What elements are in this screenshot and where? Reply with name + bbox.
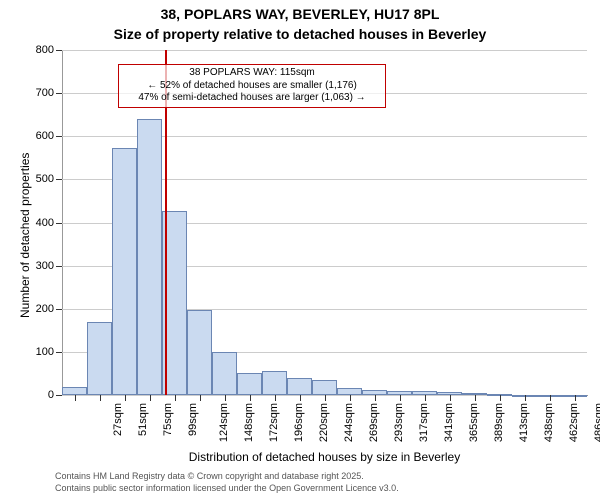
- y-tick-mark: [56, 93, 62, 94]
- y-tick-label: 700: [26, 87, 54, 99]
- y-tick-mark: [56, 266, 62, 267]
- x-tick-label: 75sqm: [162, 403, 174, 436]
- x-tick-mark: [375, 395, 376, 401]
- y-tick-label: 0: [26, 389, 54, 401]
- x-tick-label: 438sqm: [543, 403, 555, 442]
- x-tick-label: 148sqm: [243, 403, 255, 442]
- y-tick-mark: [56, 309, 62, 310]
- x-tick-label: 220sqm: [318, 403, 330, 442]
- x-tick-mark: [450, 395, 451, 401]
- y-tick-mark: [56, 223, 62, 224]
- x-tick-mark: [175, 395, 176, 401]
- histogram-bar: [137, 119, 162, 395]
- x-tick-mark: [575, 395, 576, 401]
- histogram-bar: [212, 352, 237, 395]
- y-tick-mark: [56, 50, 62, 51]
- histogram-bar: [312, 380, 337, 395]
- x-tick-mark: [150, 395, 151, 401]
- x-tick-mark: [350, 395, 351, 401]
- chart-container: 38, POPLARS WAY, BEVERLEY, HU17 8PL Size…: [0, 0, 600, 500]
- x-tick-mark: [400, 395, 401, 401]
- annotation-line: 47% of semi-detached houses are larger (…: [123, 92, 381, 105]
- x-tick-label: 341sqm: [443, 403, 455, 442]
- chart-title-sub: Size of property relative to detached ho…: [0, 26, 600, 42]
- y-tick-label: 500: [26, 173, 54, 185]
- x-tick-mark: [100, 395, 101, 401]
- histogram-bar: [187, 310, 212, 395]
- x-tick-mark: [500, 395, 501, 401]
- x-tick-label: 196sqm: [293, 403, 305, 442]
- x-tick-mark: [200, 395, 201, 401]
- x-tick-mark: [125, 395, 126, 401]
- annotation-line: 38 POPLARS WAY: 115sqm: [123, 67, 381, 80]
- y-tick-label: 200: [26, 303, 54, 315]
- x-tick-label: 413sqm: [518, 403, 530, 442]
- x-tick-label: 124sqm: [218, 403, 230, 442]
- chart-title-main: 38, POPLARS WAY, BEVERLEY, HU17 8PL: [0, 6, 600, 22]
- histogram-bar: [287, 378, 312, 395]
- histogram-bar: [112, 148, 137, 395]
- x-tick-label: 244sqm: [343, 403, 355, 442]
- histogram-bar: [337, 388, 362, 395]
- x-tick-mark: [225, 395, 226, 401]
- x-tick-mark: [525, 395, 526, 401]
- x-tick-mark: [250, 395, 251, 401]
- x-tick-label: 389sqm: [493, 403, 505, 442]
- x-tick-mark: [425, 395, 426, 401]
- y-tick-label: 300: [26, 260, 54, 272]
- y-tick-mark: [56, 395, 62, 396]
- x-tick-label: 27sqm: [112, 403, 124, 436]
- footer-line-1: Contains HM Land Registry data © Crown c…: [55, 471, 364, 481]
- x-tick-label: 269sqm: [368, 403, 380, 442]
- y-tick-label: 600: [26, 130, 54, 142]
- y-tick-label: 400: [26, 217, 54, 229]
- y-tick-mark: [56, 136, 62, 137]
- annotation-line: ← 52% of detached houses are smaller (1,…: [123, 80, 381, 93]
- x-tick-mark: [275, 395, 276, 401]
- x-tick-mark: [475, 395, 476, 401]
- x-tick-label: 462sqm: [568, 403, 580, 442]
- x-tick-label: 51sqm: [137, 403, 149, 436]
- x-tick-label: 99sqm: [187, 403, 199, 436]
- annotation-box: 38 POPLARS WAY: 115sqm← 52% of detached …: [118, 64, 386, 108]
- x-axis-label: Distribution of detached houses by size …: [62, 450, 587, 464]
- histogram-bar: [87, 322, 112, 395]
- x-tick-label: 365sqm: [468, 403, 480, 442]
- x-tick-label: 486sqm: [593, 403, 600, 442]
- histogram-bar: [262, 371, 287, 395]
- x-tick-mark: [550, 395, 551, 401]
- gridline: [62, 50, 587, 51]
- x-tick-mark: [325, 395, 326, 401]
- x-tick-label: 172sqm: [268, 403, 280, 442]
- histogram-bar: [237, 373, 262, 395]
- y-tick-mark: [56, 352, 62, 353]
- y-tick-label: 800: [26, 44, 54, 56]
- x-tick-mark: [300, 395, 301, 401]
- histogram-bar: [62, 387, 87, 395]
- footer-line-2: Contains public sector information licen…: [55, 483, 399, 493]
- y-tick-label: 100: [26, 346, 54, 358]
- x-tick-label: 317sqm: [418, 403, 430, 442]
- x-tick-mark: [75, 395, 76, 401]
- x-tick-label: 293sqm: [393, 403, 405, 442]
- y-tick-mark: [56, 179, 62, 180]
